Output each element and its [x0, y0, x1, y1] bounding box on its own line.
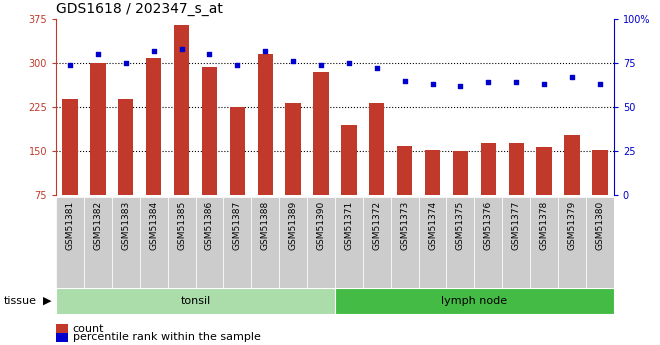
- Point: [288, 58, 298, 64]
- Text: GDS1618 / 202347_s_at: GDS1618 / 202347_s_at: [56, 1, 223, 16]
- Point: [204, 51, 214, 57]
- Text: GSM51386: GSM51386: [205, 201, 214, 250]
- Bar: [530, 197, 558, 288]
- Text: GSM51377: GSM51377: [512, 201, 521, 250]
- Point: [344, 60, 354, 66]
- Bar: [314, 72, 329, 195]
- Bar: [84, 197, 112, 288]
- Point: [176, 46, 187, 52]
- Bar: [251, 197, 279, 288]
- Bar: [223, 197, 251, 288]
- Bar: [286, 103, 301, 195]
- Bar: [195, 197, 223, 288]
- Point: [92, 51, 103, 57]
- Bar: [279, 197, 307, 288]
- Text: GSM51374: GSM51374: [428, 201, 437, 250]
- Text: ▶: ▶: [43, 296, 51, 306]
- Text: GSM51379: GSM51379: [568, 201, 576, 250]
- Bar: [453, 151, 468, 195]
- Point: [483, 80, 494, 85]
- Text: GSM51388: GSM51388: [261, 201, 270, 250]
- Bar: [230, 107, 245, 195]
- Point: [455, 83, 466, 89]
- Bar: [63, 99, 78, 195]
- Text: GSM51384: GSM51384: [149, 201, 158, 250]
- Text: GSM51373: GSM51373: [400, 201, 409, 250]
- Bar: [391, 197, 418, 288]
- Text: GSM51381: GSM51381: [65, 201, 75, 250]
- Bar: [146, 58, 161, 195]
- Bar: [475, 197, 502, 288]
- Point: [595, 81, 605, 87]
- Text: count: count: [73, 324, 104, 334]
- Bar: [56, 288, 335, 314]
- Bar: [369, 103, 384, 195]
- Point: [567, 74, 578, 80]
- Bar: [112, 197, 140, 288]
- Point: [399, 78, 410, 83]
- Point: [372, 66, 382, 71]
- Point: [232, 62, 243, 68]
- Bar: [558, 197, 586, 288]
- Text: tonsil: tonsil: [180, 296, 211, 306]
- Bar: [140, 197, 168, 288]
- Bar: [257, 54, 273, 195]
- Point: [121, 60, 131, 66]
- Point: [539, 81, 549, 87]
- Point: [65, 62, 75, 68]
- Bar: [56, 197, 84, 288]
- Text: GSM51376: GSM51376: [484, 201, 493, 250]
- Point: [427, 81, 438, 87]
- Bar: [418, 197, 447, 288]
- Text: GSM51375: GSM51375: [456, 201, 465, 250]
- Bar: [480, 143, 496, 195]
- Bar: [335, 197, 363, 288]
- Bar: [363, 197, 391, 288]
- Text: percentile rank within the sample: percentile rank within the sample: [73, 333, 261, 342]
- Text: GSM51387: GSM51387: [233, 201, 242, 250]
- Text: GSM51390: GSM51390: [317, 201, 325, 250]
- Bar: [397, 146, 412, 195]
- Bar: [425, 150, 440, 195]
- Bar: [168, 197, 195, 288]
- Text: GSM51382: GSM51382: [94, 201, 102, 250]
- Bar: [202, 67, 217, 195]
- Text: lymph node: lymph node: [442, 296, 508, 306]
- Text: tissue: tissue: [3, 296, 36, 306]
- Point: [315, 62, 326, 68]
- Bar: [447, 197, 475, 288]
- Bar: [537, 147, 552, 195]
- Text: GSM51380: GSM51380: [595, 201, 605, 250]
- Bar: [502, 197, 530, 288]
- Text: GSM51371: GSM51371: [345, 201, 353, 250]
- Bar: [90, 63, 106, 195]
- Bar: [564, 135, 579, 195]
- Bar: [592, 150, 607, 195]
- Text: GSM51389: GSM51389: [288, 201, 298, 250]
- Bar: [341, 125, 356, 195]
- Text: GSM51385: GSM51385: [177, 201, 186, 250]
- Text: GSM51378: GSM51378: [540, 201, 548, 250]
- Text: GSM51383: GSM51383: [121, 201, 130, 250]
- Bar: [509, 143, 524, 195]
- Point: [148, 48, 159, 53]
- Bar: [307, 197, 335, 288]
- Point: [511, 80, 521, 85]
- Bar: [118, 99, 133, 195]
- Bar: [174, 25, 189, 195]
- Bar: [586, 197, 614, 288]
- Text: GSM51372: GSM51372: [372, 201, 381, 250]
- Bar: [335, 288, 614, 314]
- Point: [260, 48, 271, 53]
